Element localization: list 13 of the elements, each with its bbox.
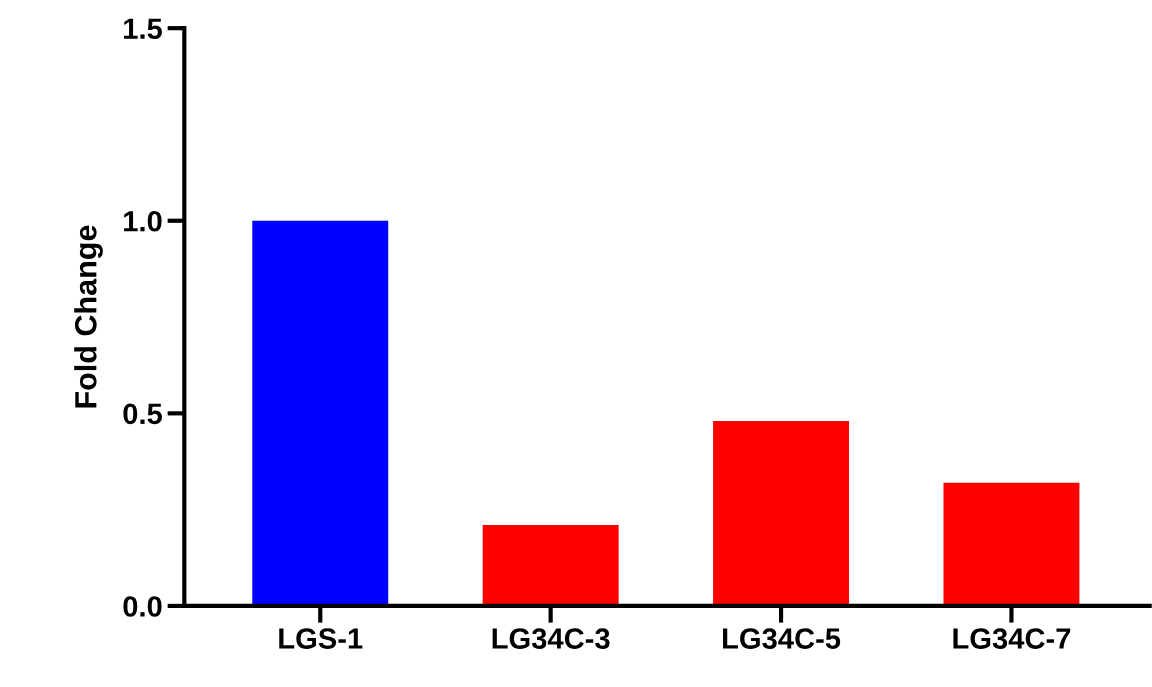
y-tick-label: 1.0 <box>124 210 162 232</box>
bar <box>482 525 619 606</box>
y-tick-label: 0.0 <box>123 596 162 617</box>
y-axis-title: Fold Change <box>74 225 103 408</box>
y-tick-label: 0.5 <box>123 403 162 425</box>
y-tick-label: 1.5 <box>124 18 162 40</box>
x-tick-label: LG34C-7 <box>953 628 1071 649</box>
x-tick-label: LG34C-5 <box>723 628 841 649</box>
x-tick-label: LGS-1 <box>279 628 363 649</box>
bar <box>252 220 389 606</box>
x-tick-label: LG34C-3 <box>492 628 610 649</box>
bar <box>713 421 850 606</box>
bar <box>943 482 1080 606</box>
